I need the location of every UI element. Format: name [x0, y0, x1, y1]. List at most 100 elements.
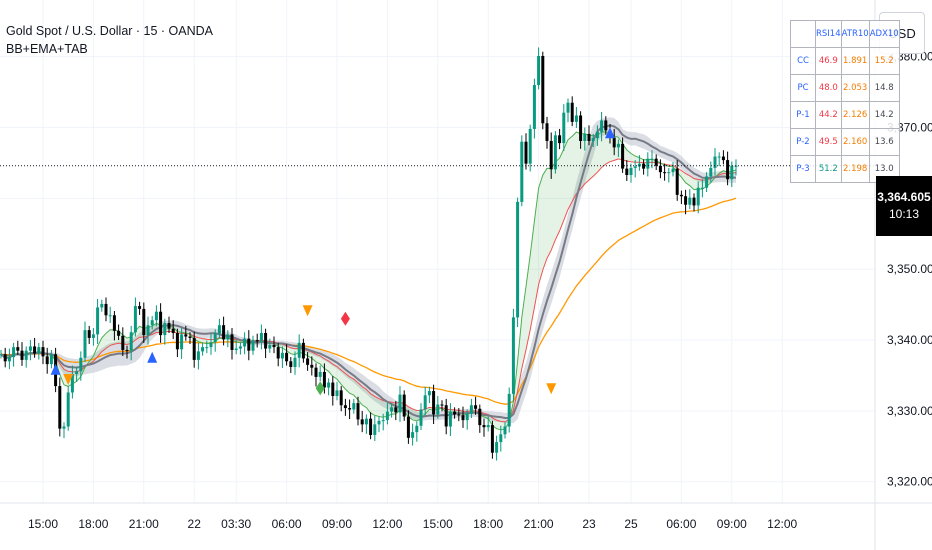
table-row: P-1 44.2 2.126 14.2: [790, 101, 900, 129]
time-tick-label: 21:00: [129, 517, 159, 531]
candle-body: [0, 354, 3, 356]
candle-body: [322, 371, 326, 388]
candle-body: [667, 172, 671, 174]
candle-body: [616, 143, 620, 148]
time-tick-label: 23: [582, 517, 596, 531]
table-header: [790, 20, 816, 48]
candle-body: [423, 395, 427, 410]
candle-body: [83, 330, 87, 358]
table-row: P-3 51.2 2.198 13.0: [790, 155, 900, 183]
candle-body: [276, 347, 280, 359]
candle-body: [709, 167, 713, 177]
candle-body: [373, 424, 377, 435]
candle-body: [222, 325, 226, 340]
candle-body: [129, 332, 133, 351]
candle-body: [650, 158, 654, 160]
candle-body: [595, 131, 599, 139]
ema-long-line: [0, 197, 737, 405]
candle-body: [348, 408, 352, 410]
candle-body: [318, 371, 322, 377]
candle-body: [549, 140, 553, 170]
candle-body: [734, 165, 738, 167]
time-tick-label: 18:00: [78, 517, 108, 531]
candle-body: [381, 420, 385, 422]
table-row-label: CC: [790, 47, 816, 75]
candle-body: [70, 374, 74, 393]
table-row-label: PC: [790, 74, 816, 102]
candle-body: [343, 405, 347, 409]
candle-body: [91, 334, 95, 338]
time-tick-label: 09:00: [717, 517, 747, 531]
candle-body: [696, 187, 700, 206]
candle-body: [545, 123, 549, 141]
candle-body: [453, 411, 457, 415]
last-price: 3,364.605: [877, 190, 931, 204]
candle-body: [12, 347, 16, 358]
candle-body: [37, 347, 41, 354]
candle-body: [146, 325, 150, 336]
price-tick-label: 3,350.000: [887, 262, 932, 276]
table-header: RSI14: [815, 20, 842, 48]
candle-body: [142, 308, 146, 336]
table-header: ATR10: [840, 20, 870, 48]
candle-body: [583, 133, 587, 141]
candle-body: [360, 419, 364, 425]
candle-body: [537, 55, 541, 86]
candle-body: [700, 187, 704, 189]
candle-body: [427, 391, 431, 396]
candle-body: [566, 102, 570, 113]
symbol-title[interactable]: Gold Spot / U.S. Dollar · 15 · OANDA: [6, 24, 214, 38]
candle-body: [196, 351, 200, 360]
candle-body: [490, 425, 494, 453]
candle-body: [188, 336, 192, 338]
basis-band: [1, 117, 736, 424]
candle-body: [205, 347, 209, 349]
candle-body: [398, 394, 402, 413]
candle-body: [692, 197, 696, 206]
candle-body: [474, 405, 478, 409]
candle-body: [163, 323, 167, 336]
candle-body: [213, 333, 217, 343]
table-row: CC 46.9 1.891 15.2: [790, 47, 900, 75]
candle-body: [87, 330, 91, 338]
signal-triangle-down-orange: [546, 383, 557, 395]
candle-body: [432, 391, 436, 415]
candle-body: [579, 115, 583, 141]
candle-body: [125, 349, 129, 351]
time-tick-label: 12:00: [372, 517, 402, 531]
candle-body: [66, 392, 70, 427]
candle-body: [499, 434, 503, 443]
time-tick-label: 18:00: [473, 517, 503, 531]
table-cell: 2.053: [840, 74, 870, 102]
candle-body: [306, 358, 310, 365]
candle-body: [528, 128, 532, 164]
candle-body: [574, 115, 578, 122]
candle-body: [280, 352, 284, 359]
candle-body: [45, 356, 49, 365]
candle-body: [217, 325, 221, 334]
time-tick-label: 15:00: [28, 517, 58, 531]
candle-body: [457, 414, 461, 416]
candle-body: [20, 350, 24, 360]
table-cell: 1.891: [840, 47, 870, 75]
table-cell: 13.6: [868, 128, 900, 156]
candle-body: [112, 315, 116, 331]
candle-body: [16, 347, 20, 351]
candle-body: [495, 442, 499, 453]
candle-body: [411, 432, 415, 438]
candle-body: [41, 347, 45, 357]
candle-body: [461, 415, 465, 421]
candle-body: [251, 340, 255, 351]
candle-body: [230, 334, 234, 350]
candle-body: [469, 405, 473, 414]
table-cell: 2.126: [840, 101, 870, 129]
candle-body: [415, 425, 419, 433]
candle-body: [377, 420, 381, 425]
last-price-tag: 3,364.605 10:13: [876, 176, 932, 236]
candle-body: [436, 404, 440, 415]
indicator-name[interactable]: BB+EMA+TAB: [6, 42, 88, 56]
candle-body: [671, 168, 675, 173]
candle-body: [520, 141, 524, 202]
bar-countdown: 10:13: [888, 207, 920, 221]
